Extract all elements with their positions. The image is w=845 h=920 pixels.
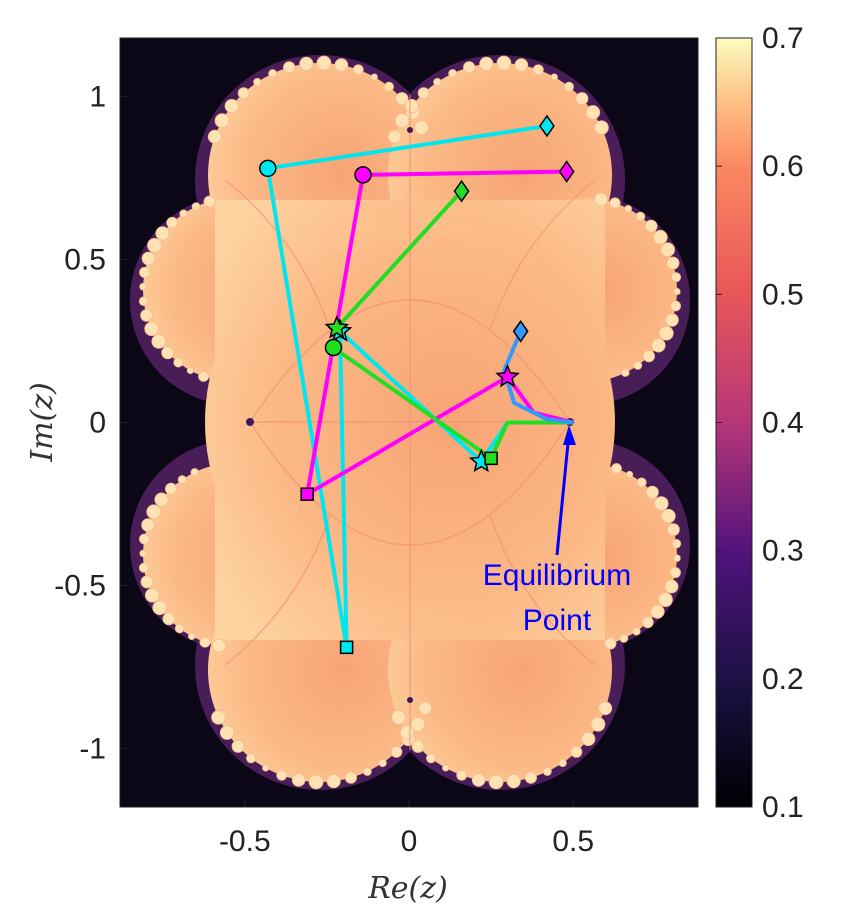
colorbar-tick-label: 0.2 bbox=[762, 663, 804, 696]
colorbar-tick-label: 0.6 bbox=[762, 150, 804, 183]
square-marker bbox=[300, 487, 314, 501]
x-tick-label: -0.5 bbox=[219, 825, 271, 858]
circle-marker bbox=[324, 338, 343, 357]
trajectory-line-2 bbox=[331, 189, 574, 461]
trajectory-line-3 bbox=[502, 330, 574, 425]
circle-marker bbox=[259, 159, 277, 178]
star-marker bbox=[324, 315, 350, 339]
y-axis-label: Im(z) bbox=[25, 382, 60, 463]
annotation-line-1: Equilibrium bbox=[483, 559, 631, 592]
star-marker bbox=[495, 363, 520, 388]
x-tick-label: 0.5 bbox=[552, 825, 594, 858]
x-ticks: -0.5 0 0.5 bbox=[219, 800, 594, 858]
markers bbox=[259, 114, 575, 655]
colorbar-tick-label: 0.5 bbox=[762, 278, 804, 311]
y-tick-label: -1 bbox=[79, 732, 106, 765]
y-tick-label: 0 bbox=[89, 407, 106, 440]
diamond-marker bbox=[539, 114, 555, 138]
y-tick-label: 0.5 bbox=[64, 244, 106, 277]
colorbar-tick-label: 0.1 bbox=[762, 791, 804, 824]
circle-marker bbox=[354, 166, 372, 184]
y-ticks: -1 -0.5 0 0.5 1 bbox=[54, 81, 127, 765]
y-tick-label: 1 bbox=[89, 81, 106, 114]
square-marker bbox=[339, 640, 354, 655]
colorbar-ticks: 0.1 0.2 0.3 0.4 0.5 0.6 0.7 bbox=[716, 22, 804, 824]
x-tick-label: 0 bbox=[401, 825, 418, 858]
y-tick-label: -0.5 bbox=[54, 569, 106, 602]
colorbar-tick-label: 0.3 bbox=[762, 535, 804, 568]
annotation-equilibrium: Equilibrium Point bbox=[483, 425, 631, 637]
annotation-arrowhead bbox=[563, 425, 576, 445]
colorbar-tick-label: 0.4 bbox=[762, 407, 804, 440]
square-marker bbox=[484, 451, 498, 466]
colorbar: 0.1 0.2 0.3 0.4 0.5 0.6 0.7 bbox=[715, 22, 804, 824]
heatmap bbox=[130, 55, 690, 790]
x-axis-label: Re(z) bbox=[367, 871, 448, 906]
annotation-line-2: Point bbox=[523, 604, 592, 637]
diamond-marker bbox=[512, 319, 529, 343]
colorbar-tick-label: 0.7 bbox=[762, 22, 804, 55]
annotation-arrow bbox=[555, 432, 571, 556]
diamond-marker bbox=[558, 160, 575, 183]
diamond-marker bbox=[453, 179, 470, 203]
